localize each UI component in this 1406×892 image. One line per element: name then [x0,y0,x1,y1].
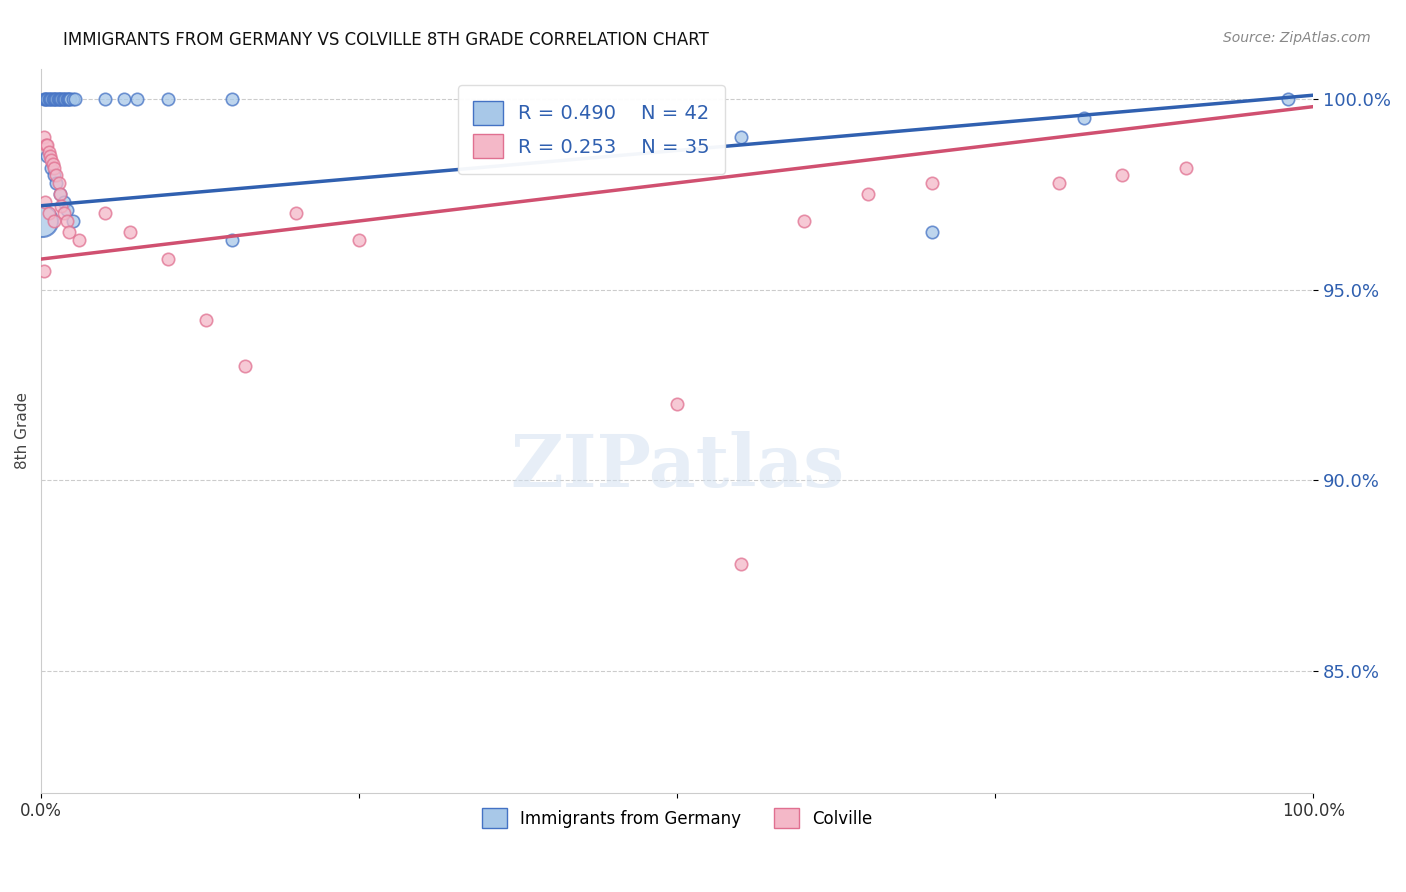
Point [44,92,66,106]
Point [793,214,815,228]
Point [284,206,307,220]
Point [1111,168,1133,182]
Point [730,130,752,145]
Y-axis label: 8th Grade: 8th Grade [15,392,30,469]
Point [93,92,115,106]
Point [45,168,67,182]
Point [39,149,62,163]
Point [65,92,87,106]
Point [62,92,84,106]
Point [37,149,59,163]
Point [56,92,79,106]
Point [62,214,84,228]
Point [41,92,63,106]
Point [53,92,76,106]
Point [53,194,76,209]
Point [49,187,72,202]
Point [67,233,90,247]
Point [37,92,59,106]
Point [55,92,77,106]
Point [39,92,62,106]
Point [921,226,943,240]
Point [55,202,77,217]
Point [41,157,63,171]
Point [39,92,62,106]
Point [58,226,80,240]
Point [1073,111,1095,125]
Point [58,92,80,106]
Point [157,252,180,266]
Point [120,226,142,240]
Point [32,263,55,277]
Point [42,214,65,228]
Point [55,214,77,228]
Point [42,161,65,175]
Point [42,92,65,106]
Text: ZIPatlas: ZIPatlas [510,432,844,502]
Point [34,194,56,209]
Point [1047,176,1070,190]
Point [31,214,53,228]
Point [1277,92,1299,106]
Point [730,557,752,571]
Point [49,92,72,106]
Point [53,206,76,220]
Point [34,92,56,106]
Point [51,199,73,213]
Point [45,176,67,190]
Point [221,92,243,106]
Point [157,92,180,106]
Point [53,92,76,106]
Point [59,92,82,106]
Point [35,92,58,106]
Text: IMMIGRANTS FROM GERMANY VS COLVILLE 8TH GRADE CORRELATION CHART: IMMIGRANTS FROM GERMANY VS COLVILLE 8TH … [63,31,709,49]
Point [42,168,65,182]
Point [48,176,70,190]
Point [666,397,689,411]
Point [48,92,70,106]
Point [93,206,115,220]
Point [39,153,62,167]
Point [46,92,69,106]
Point [221,233,243,247]
Point [39,161,62,175]
Point [195,313,218,327]
Point [233,359,256,373]
Point [38,92,60,106]
Legend: Immigrants from Germany, Colville: Immigrants from Germany, Colville [475,801,880,835]
Point [37,137,59,152]
Point [49,187,72,202]
Point [1175,161,1198,175]
Point [38,206,60,220]
Point [347,233,370,247]
Point [51,92,73,106]
Point [52,92,75,106]
Point [856,187,879,202]
Point [45,92,67,106]
Point [921,176,943,190]
Point [125,92,148,106]
Text: Source: ZipAtlas.com: Source: ZipAtlas.com [1223,31,1371,45]
Point [38,145,60,160]
Point [112,92,135,106]
Point [32,92,55,106]
Point [32,130,55,145]
Point [35,137,58,152]
